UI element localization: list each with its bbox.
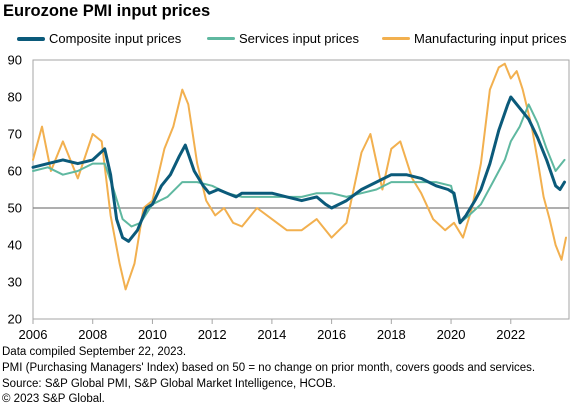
chart-footnotes: Data compiled September 22, 2023. PMI (P…: [2, 345, 535, 408]
series-line-composite: [31, 95, 566, 243]
footnote-source: Source: S&P Global PMI, S&P Global Marke…: [2, 377, 336, 390]
x-tick-label: 2020: [437, 327, 466, 342]
y-tick-label: 50: [8, 201, 22, 216]
y-tick-label: 60: [8, 164, 22, 179]
y-tick-label: 20: [8, 312, 22, 327]
x-tick-label: 2008: [78, 327, 107, 342]
y-tick-label: 70: [8, 127, 22, 142]
y-tick-label: 80: [8, 90, 22, 105]
x-tick-label: 2018: [377, 327, 406, 342]
legend-label-composite: Composite input prices: [49, 31, 182, 46]
x-tick-label: 2010: [138, 327, 167, 342]
plot-frame: [32, 59, 570, 320]
legend-swatch-composite: [17, 36, 45, 41]
legend-item-services: Services input prices: [207, 31, 359, 46]
footnote-data-compiled: Data compiled September 22, 2023.: [2, 346, 187, 358]
y-tick-label: 90: [8, 53, 22, 68]
x-tick-label: 2016: [317, 327, 346, 342]
footnote-pmi-definition: PMI (Purchasing Managers' Index) based o…: [2, 361, 536, 374]
x-tick-label: 2006: [19, 327, 48, 342]
chart-legend: Composite input prices Services input pr…: [0, 27, 583, 49]
legend-item-manufacturing: Manufacturing input prices: [382, 31, 566, 46]
y-tick-label: 30: [8, 275, 22, 290]
legend-label-services: Services input prices: [239, 31, 359, 46]
x-tick-label: 2022: [496, 327, 525, 342]
y-tick-label: 40: [8, 238, 22, 253]
x-tick-label: 2014: [257, 327, 286, 342]
legend-item-composite: Composite input prices: [17, 31, 181, 46]
legend-label-manufacturing: Manufacturing input prices: [414, 31, 567, 46]
chart-title: Eurozone PMI input prices: [3, 2, 211, 20]
series-line-services: [32, 103, 566, 228]
footnote-copyright: © 2023 S&P Global.: [2, 393, 105, 406]
legend-swatch-services: [207, 37, 235, 40]
series-line-manufacturing: [32, 62, 567, 291]
x-tick-label: 2012: [198, 327, 227, 342]
legend-swatch-manufacturing: [382, 37, 410, 40]
